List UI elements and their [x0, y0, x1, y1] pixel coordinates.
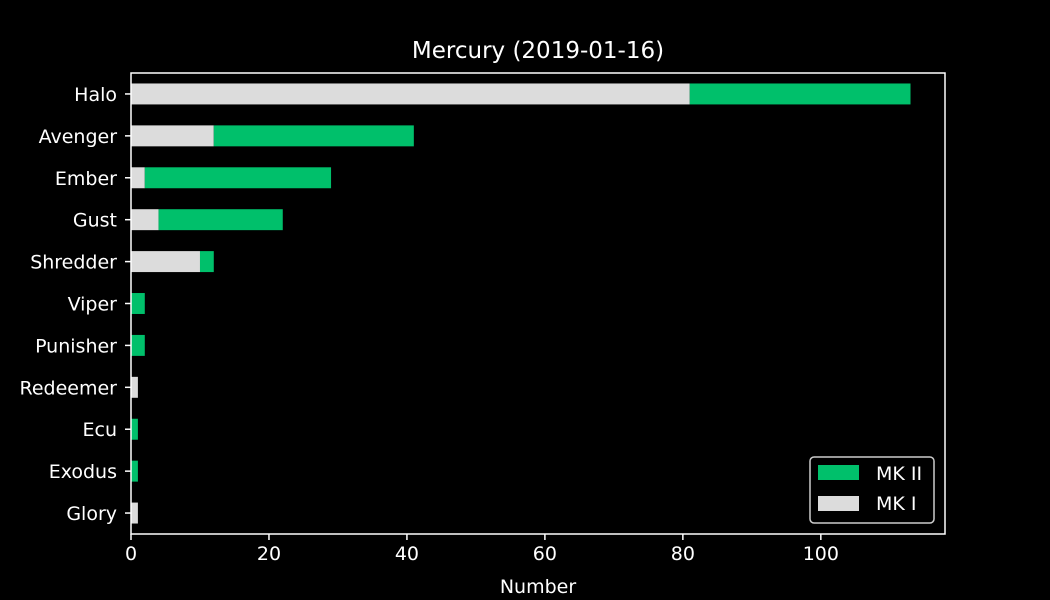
legend-swatch-mk-ii — [818, 465, 859, 480]
x-tick-label: 0 — [125, 543, 137, 565]
bar-redeemer-mk-i — [131, 376, 138, 398]
y-tick-label: Punisher — [35, 335, 117, 357]
y-axis-ticks: Halo Avenger Ember Gust Shredder Viper Punishe… — [20, 84, 131, 525]
x-tick-label: 60 — [533, 543, 557, 565]
bar-ecu-mk-ii — [131, 418, 138, 440]
bar-gust-mk-i — [131, 209, 159, 231]
legend-swatch-mk-i — [818, 496, 859, 511]
bar-ember-mk-i — [131, 167, 145, 189]
y-tick-label: Halo — [74, 84, 117, 106]
x-tick-label: 80 — [671, 543, 695, 565]
y-tick-label: Redeemer — [20, 377, 118, 399]
x-axis-label: Number — [500, 576, 577, 598]
y-tick-label: Avenger — [39, 126, 118, 148]
x-tick-label: 20 — [257, 543, 281, 565]
y-tick-label: Gust — [73, 210, 117, 232]
y-tick-label: Glory — [66, 503, 117, 525]
y-tick-label: Viper — [68, 294, 118, 316]
y-tick-label: Shredder — [30, 252, 117, 274]
bar-glory-mk-i — [131, 502, 138, 524]
bar-exodus-mk-ii — [131, 460, 138, 482]
legend: MK II MK I — [809, 456, 935, 524]
legend-label-mk-ii: MK II — [876, 463, 922, 485]
x-tick-label: 100 — [803, 543, 839, 565]
bars-group — [131, 83, 911, 524]
legend-label-mk-i: MK I — [876, 493, 917, 515]
bar-viper-mk-ii — [131, 293, 145, 314]
bar-shredder-mk-ii — [199, 251, 214, 273]
y-tick-label: Ecu — [83, 419, 118, 441]
bar-shredder-mk-i — [131, 251, 200, 273]
bar-avenger-mk-i — [131, 125, 214, 147]
y-tick-label: Exodus — [49, 461, 117, 483]
bar-halo-mk-i — [131, 83, 690, 105]
x-axis-ticks: 0 20 40 60 80 100 — [125, 534, 839, 565]
chart-title: Mercury (2019-01-16) — [412, 38, 664, 64]
bar-halo-mk-ii — [689, 83, 911, 105]
y-tick-label: Ember — [55, 168, 117, 190]
plot-frame — [130, 72, 946, 535]
x-tick-label: 40 — [395, 543, 419, 565]
bar-punisher-mk-ii — [131, 334, 145, 356]
bar-ember-mk-ii — [144, 167, 332, 189]
bar-gust-mk-ii — [158, 209, 283, 231]
bar-avenger-mk-ii — [213, 125, 414, 147]
